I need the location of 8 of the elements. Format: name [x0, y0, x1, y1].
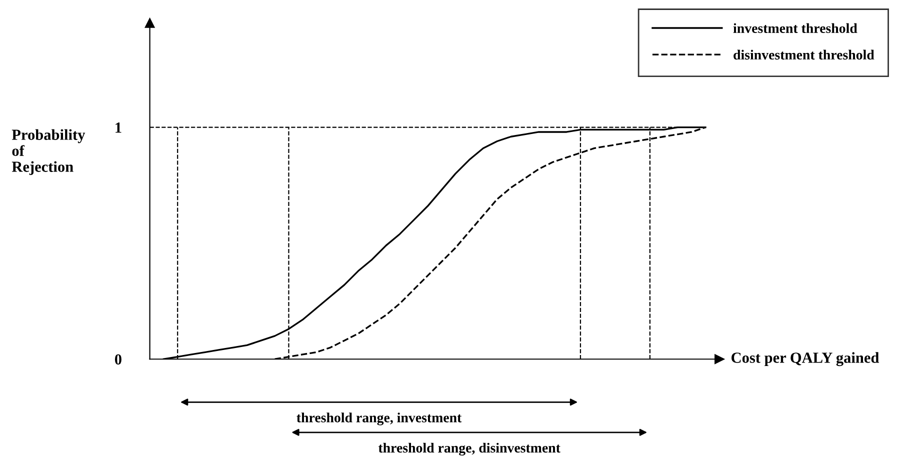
y-tick-label: 1 [116, 122, 122, 133]
legend-label: investment threshold [733, 23, 858, 33]
y-tick-label: 0 [114, 354, 122, 365]
text: threshold range, disinvestment [378, 442, 560, 456]
x-axis-title: Cost per QALY gained [732, 352, 880, 366]
y-axis-title: Probability of Rejection [12, 129, 86, 176]
legend-label: disinvestment threshold [734, 50, 874, 60]
text: threshold range, investment [296, 412, 462, 426]
